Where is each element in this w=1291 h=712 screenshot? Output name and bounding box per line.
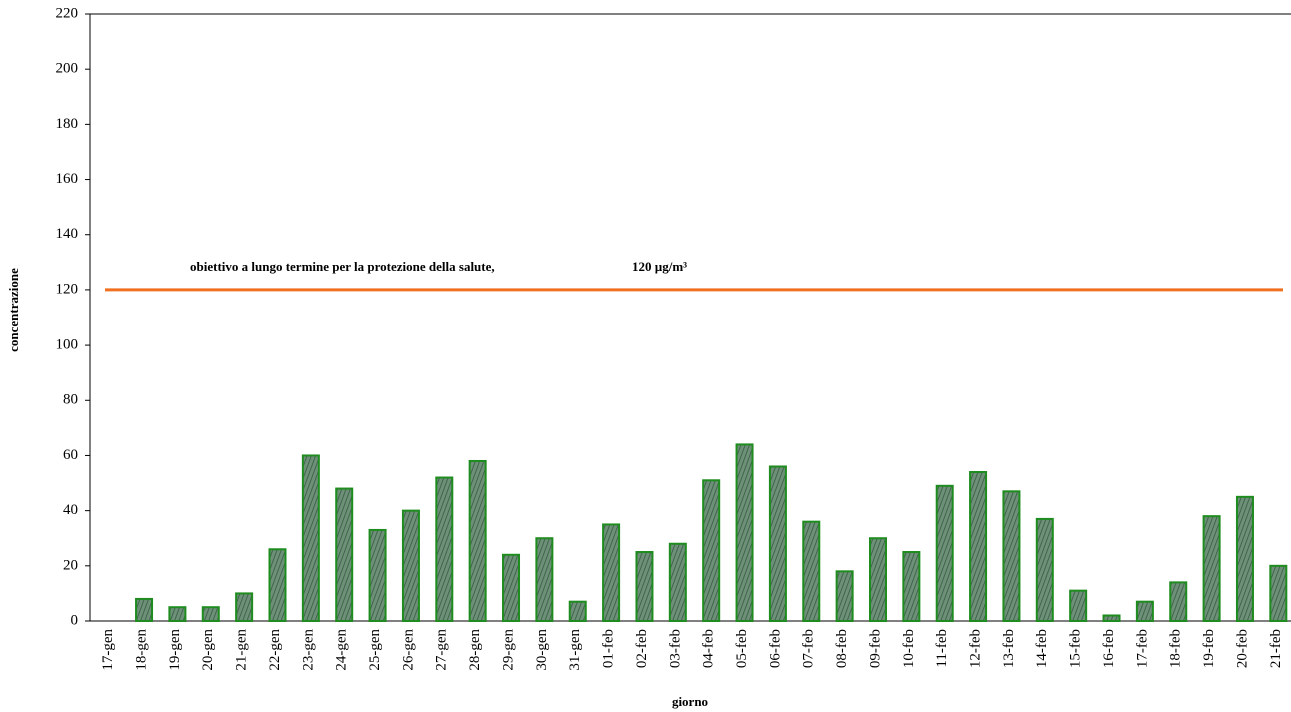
bar — [702, 479, 721, 623]
bar — [1269, 564, 1288, 622]
bar — [301, 454, 320, 623]
x-tick-label: 24-gen — [334, 629, 350, 671]
bar — [868, 537, 887, 623]
x-tick-label: 30-gen — [534, 629, 550, 671]
bar — [835, 570, 854, 622]
x-axis-title: giorno — [672, 694, 708, 709]
x-tick-label: 17-feb — [1134, 629, 1150, 668]
x-tick-label: 19-gen — [167, 629, 183, 671]
x-tick-label: 13-feb — [1001, 629, 1017, 668]
y-tick-label: 160 — [56, 171, 79, 187]
x-tick-label: 19-feb — [1201, 629, 1217, 668]
y-tick-label: 40 — [63, 502, 78, 518]
x-tick-label: 15-feb — [1068, 629, 1084, 668]
bar — [1069, 589, 1088, 623]
x-tick-label: 18-feb — [1168, 629, 1184, 668]
bar — [1135, 600, 1154, 622]
x-tick-label: 09-feb — [867, 629, 883, 668]
y-tick-label: 60 — [63, 447, 78, 463]
y-tick-label: 0 — [71, 612, 79, 628]
bar — [1002, 490, 1021, 622]
bar — [168, 606, 187, 622]
x-tick-label: 08-feb — [834, 629, 850, 668]
x-tick-label: 10-feb — [901, 629, 917, 668]
bar — [201, 606, 220, 622]
x-tick-label: 21-feb — [1268, 629, 1284, 668]
bar — [1235, 495, 1254, 622]
bar — [401, 509, 420, 622]
x-tick-label: 25-gen — [367, 629, 383, 671]
annotation: obiettivo a lungo termine per la protezi… — [190, 259, 495, 274]
bar — [368, 528, 387, 623]
x-tick-label: 04-feb — [701, 629, 717, 668]
x-tick-label: 20-feb — [1234, 629, 1250, 668]
x-tick-label: 22-gen — [267, 629, 283, 671]
y-tick-label: 100 — [56, 337, 79, 353]
bar — [935, 484, 954, 622]
bar — [969, 471, 988, 622]
x-tick-label: 07-feb — [801, 629, 817, 668]
x-tick-label: 27-gen — [434, 629, 450, 671]
y-tick-label: 220 — [56, 5, 79, 21]
x-tick-label: 06-feb — [767, 629, 783, 668]
x-tick-label: 28-gen — [467, 629, 483, 671]
reference-label: 120 µg/m³ — [632, 259, 687, 274]
bar — [768, 465, 787, 622]
x-tick-label: 01-feb — [601, 629, 617, 668]
bar — [735, 443, 754, 622]
bar — [535, 537, 554, 623]
y-tick-label: 200 — [56, 61, 79, 77]
x-tick-label: 18-gen — [133, 629, 149, 671]
bar — [602, 523, 621, 623]
x-tick-label: 21-gen — [234, 629, 250, 671]
bar — [668, 542, 687, 623]
y-tick-label: 180 — [56, 116, 79, 132]
x-tick-label: 20-gen — [200, 629, 216, 671]
bar — [568, 600, 587, 622]
bar — [435, 476, 454, 623]
y-tick-label: 120 — [56, 281, 79, 297]
bar — [1202, 515, 1221, 622]
bar — [802, 520, 821, 622]
x-tick-label: 16-feb — [1101, 629, 1117, 668]
x-tick-label: 23-gen — [300, 629, 316, 671]
x-tick-label: 29-gen — [500, 629, 516, 671]
x-tick-label: 26-gen — [400, 629, 416, 671]
bar — [268, 548, 287, 622]
y-tick-label: 140 — [56, 226, 79, 242]
bar — [1102, 614, 1121, 622]
bar — [468, 459, 487, 622]
bar — [335, 487, 354, 622]
bar — [235, 592, 254, 623]
x-tick-label: 17-gen — [100, 629, 116, 671]
x-tick-label: 31-gen — [567, 629, 583, 671]
bar — [502, 553, 521, 622]
x-tick-label: 12-feb — [968, 629, 984, 668]
y-tick-label: 20 — [63, 557, 78, 573]
bar — [635, 551, 654, 622]
bar — [1169, 581, 1188, 623]
bar — [1035, 517, 1054, 622]
y-tick-label: 80 — [63, 392, 78, 408]
y-axis-title: concentrazione — [6, 268, 21, 352]
bar — [902, 551, 921, 622]
x-tick-label: 11-feb — [934, 629, 950, 668]
x-tick-label: 14-feb — [1034, 629, 1050, 668]
x-tick-label: 03-feb — [667, 629, 683, 668]
x-tick-label: 05-feb — [734, 629, 750, 668]
bar — [135, 597, 154, 622]
x-tick-label: 02-feb — [634, 629, 650, 668]
